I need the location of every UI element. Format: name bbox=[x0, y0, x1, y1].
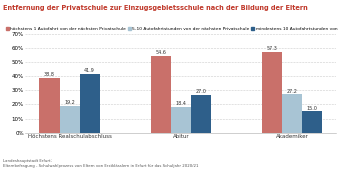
Text: 18.4: 18.4 bbox=[175, 101, 186, 106]
Text: 41.9: 41.9 bbox=[84, 68, 95, 73]
Bar bbox=[262, 52, 282, 133]
Bar bbox=[151, 56, 171, 133]
Text: 15.0: 15.0 bbox=[307, 106, 318, 111]
Text: 38.8: 38.8 bbox=[44, 72, 55, 77]
Legend: höchstens 1 Autofahrt von der nächsten Privatschule, 5-10 Autofahrtstunden von d: höchstens 1 Autofahrt von der nächsten P… bbox=[6, 27, 338, 31]
Bar bbox=[79, 74, 100, 133]
Text: 57.3: 57.3 bbox=[267, 46, 277, 51]
Text: 27.0: 27.0 bbox=[195, 89, 206, 94]
Text: 27.2: 27.2 bbox=[287, 89, 297, 94]
Text: Landeshauptstadt Erfurt;
Elternbefragung - Schulwahlprozess von Eltern von Erstk: Landeshauptstadt Erfurt; Elternbefragung… bbox=[3, 159, 199, 168]
Text: 19.2: 19.2 bbox=[64, 100, 75, 105]
Bar bbox=[171, 107, 191, 133]
Text: Entfernung der Privatschule zur Einzugsgebietsschule nach der Bildung der Eltern: Entfernung der Privatschule zur Einzugsg… bbox=[3, 5, 308, 11]
Bar bbox=[40, 78, 59, 133]
Bar bbox=[191, 95, 211, 133]
Text: 54.6: 54.6 bbox=[155, 50, 166, 55]
Bar bbox=[282, 94, 302, 133]
Bar bbox=[302, 112, 322, 133]
Bar bbox=[59, 106, 79, 133]
